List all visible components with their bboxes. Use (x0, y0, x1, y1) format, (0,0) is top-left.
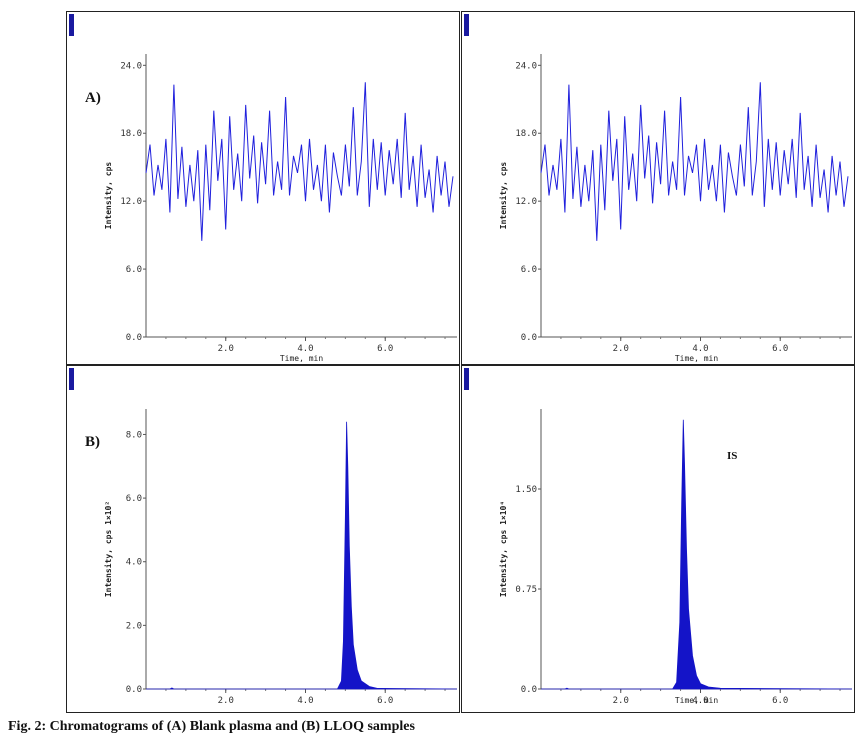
panel-marker (69, 14, 74, 36)
x-tick-label: 6.0 (772, 696, 788, 706)
panel-b-left: 0.0 2.0 4.0 6.0 8.0 2.0 4.0 6.0 Intensity, cps 1… (66, 365, 460, 713)
y-tick-label: 12.0 (515, 197, 537, 207)
y-tick-label: 0.75 (515, 585, 537, 595)
series-line (145, 82, 454, 241)
chart-b-right: 0.0 0.75 1.50 2.0 4.0 6.0 Time, min Intensity, … (498, 409, 853, 706)
y-tick-label: 0.0 (126, 685, 142, 695)
y-tick-label: 6.0 (126, 265, 142, 275)
y-axis-label: Intensity, cps 1×10² (103, 501, 113, 597)
y-tick-label: 24.0 (120, 61, 142, 71)
panel-a-left: 0.0 6.0 12.0 18.0 24.0 2.0 4.0 6.0 Time, min Inte… (66, 11, 460, 365)
y-tick-label: 18.0 (120, 129, 142, 139)
x-axis-label: Time, min (675, 696, 719, 705)
y-tick-label: 1.50 (515, 485, 537, 495)
series-line (540, 82, 849, 241)
series-area (541, 419, 853, 690)
y-tick-label: 4.0 (126, 558, 142, 568)
panel-a-right: 0.0 6.0 12.0 18.0 24.0 2.0 4.0 6.0 Time, min Inte… (461, 11, 855, 365)
y-tick-label: 8.0 (126, 430, 142, 440)
x-axis-label: Time, min (280, 354, 324, 363)
peak-annotation: IS (727, 450, 737, 462)
x-tick-label: 4.0 (297, 696, 313, 706)
chart-b-left: 0.0 2.0 4.0 6.0 8.0 2.0 4.0 6.0 Intensity, cps 1… (85, 409, 458, 706)
panel-marker (69, 368, 74, 390)
y-axis-label: Intensity, cps (498, 162, 508, 230)
y-tick-label: 24.0 (515, 61, 537, 71)
x-tick-label: 2.0 (218, 696, 234, 706)
panel-label: A) (85, 90, 101, 106)
panel-b-right: 0.0 0.75 1.50 2.0 4.0 6.0 Time, min Intensity, … (461, 365, 855, 713)
x-tick-label: 2.0 (613, 344, 629, 354)
chart-a-left: 0.0 6.0 12.0 18.0 24.0 2.0 4.0 6.0 Time, min Inte… (85, 54, 457, 363)
chart-a-right: 0.0 6.0 12.0 18.0 24.0 2.0 4.0 6.0 Time, min Inte… (498, 54, 852, 363)
y-axis-label: Intensity, cps 1×10⁴ (498, 501, 508, 597)
x-tick-label: 4.0 (692, 696, 708, 706)
x-tick-label: 6.0 (377, 696, 393, 706)
y-tick-label: 12.0 (120, 197, 142, 207)
panel-marker (464, 14, 469, 36)
x-tick-label: 2.0 (613, 696, 629, 706)
y-tick-label: 0.0 (126, 333, 142, 343)
series-area (146, 421, 458, 690)
y-tick-label: 0.0 (521, 333, 537, 343)
y-tick-label: 2.0 (126, 621, 142, 631)
x-axis-label: Time, min (675, 354, 719, 363)
x-tick-label: 4.0 (297, 344, 313, 354)
y-tick-label: 6.0 (126, 494, 142, 504)
y-axis-label: Intensity, cps (103, 162, 113, 230)
x-tick-label: 6.0 (772, 344, 788, 354)
y-tick-label: 6.0 (521, 265, 537, 275)
panel-label: B) (85, 434, 100, 450)
y-tick-label: 18.0 (515, 129, 537, 139)
figure-caption: Fig. 2: Chromatograms of (A) Blank plasm… (8, 719, 415, 734)
x-tick-label: 6.0 (377, 344, 393, 354)
panel-marker (464, 368, 469, 390)
x-tick-label: 2.0 (218, 344, 234, 354)
y-tick-label: 0.0 (521, 685, 537, 695)
x-tick-label: 4.0 (692, 344, 708, 354)
